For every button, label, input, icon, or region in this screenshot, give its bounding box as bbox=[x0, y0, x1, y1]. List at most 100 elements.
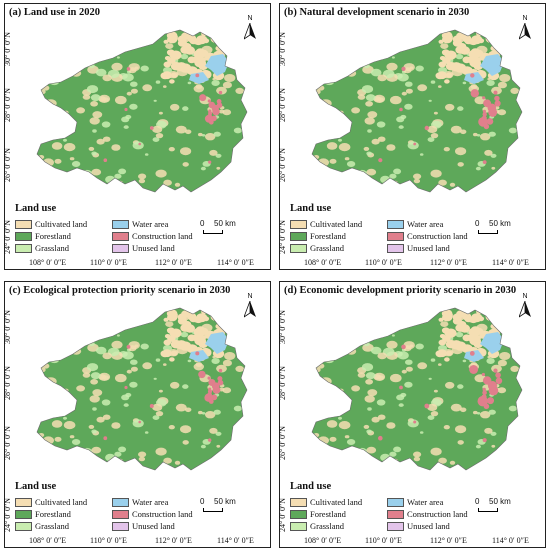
land-patch bbox=[290, 164, 299, 171]
cultivated-patch bbox=[217, 30, 223, 35]
land-patch bbox=[390, 95, 402, 105]
land-patch bbox=[100, 41, 106, 45]
cultivated-patch bbox=[461, 34, 472, 43]
land-patch bbox=[201, 134, 206, 137]
land-patch bbox=[130, 81, 138, 87]
land-patch bbox=[490, 183, 497, 188]
land-patch bbox=[371, 31, 379, 37]
land-patch bbox=[201, 412, 206, 415]
land-patch bbox=[429, 304, 434, 307]
land-patch bbox=[182, 162, 189, 167]
cultivated-patch bbox=[442, 313, 453, 322]
construction-patch bbox=[399, 385, 403, 390]
land-patch bbox=[334, 403, 343, 410]
land-patch bbox=[421, 302, 428, 307]
land-patch bbox=[475, 166, 481, 171]
land-patch bbox=[76, 107, 85, 114]
land-patch bbox=[215, 183, 222, 188]
land-patch bbox=[490, 431, 497, 436]
legend-label: Forestland bbox=[310, 231, 346, 241]
land-patch bbox=[215, 431, 222, 436]
land-cover-layer bbox=[290, 30, 540, 192]
land-patch bbox=[427, 403, 438, 411]
construction-patch bbox=[401, 66, 406, 71]
construction-patch bbox=[487, 381, 498, 391]
land-patch bbox=[419, 153, 424, 156]
land-patch bbox=[484, 149, 493, 156]
land-patch bbox=[105, 175, 116, 184]
land-patch bbox=[144, 431, 149, 434]
land-patch bbox=[245, 338, 247, 342]
land-patch bbox=[340, 462, 345, 466]
land-patch bbox=[129, 103, 138, 110]
land-patch bbox=[70, 169, 83, 178]
land-patch bbox=[519, 162, 522, 168]
lon-tick-label: 112° 0′ 0″E bbox=[430, 536, 467, 545]
land-patch bbox=[216, 444, 221, 448]
land-patch bbox=[313, 445, 322, 451]
cultivated-patch bbox=[445, 339, 457, 349]
lon-tick-label: 110° 0′ 0″E bbox=[365, 258, 402, 267]
land-patch bbox=[417, 84, 428, 92]
land-patch bbox=[231, 188, 236, 191]
construction-patch bbox=[204, 393, 213, 402]
land-patch bbox=[329, 447, 337, 453]
scale-label: 50 km bbox=[489, 219, 511, 228]
land-patch bbox=[123, 125, 129, 129]
land-patch bbox=[231, 466, 236, 469]
land-patch bbox=[58, 179, 70, 187]
land-patch bbox=[94, 302, 100, 306]
land-use-map bbox=[36, 300, 262, 476]
land-patch bbox=[363, 146, 370, 151]
land-patch bbox=[183, 193, 191, 199]
construction-patch bbox=[470, 89, 479, 98]
legend-label: Water area bbox=[132, 497, 169, 507]
land-patch bbox=[365, 94, 376, 102]
land-patch bbox=[91, 429, 97, 434]
land-patch bbox=[367, 129, 372, 133]
land-patch bbox=[115, 373, 127, 383]
construction-patch bbox=[424, 125, 429, 131]
land-patch bbox=[470, 470, 478, 476]
land-patch bbox=[216, 86, 227, 95]
land-patch bbox=[88, 49, 97, 56]
legend-swatch bbox=[15, 231, 32, 241]
land-patch bbox=[195, 470, 203, 476]
land-patch bbox=[262, 194, 265, 196]
north-arrow: N bbox=[242, 15, 258, 41]
land-patch bbox=[211, 300, 218, 305]
land-patch bbox=[534, 126, 540, 133]
land-patch bbox=[64, 57, 76, 65]
land-patch bbox=[321, 167, 332, 175]
land-patch bbox=[182, 440, 189, 445]
cultivated-patch bbox=[437, 308, 444, 311]
land-patch bbox=[37, 400, 39, 408]
cultivated-patch bbox=[446, 350, 453, 356]
lat-tick-label: 24° 0′ 0″N bbox=[278, 497, 287, 532]
land-patch bbox=[158, 27, 161, 29]
land-patch bbox=[331, 39, 343, 48]
land-patch bbox=[253, 384, 262, 390]
land-patch bbox=[115, 95, 127, 105]
land-patch bbox=[490, 153, 497, 158]
land-patch bbox=[497, 450, 504, 455]
land-patch bbox=[69, 397, 75, 402]
legend-swatch bbox=[290, 231, 307, 241]
land-patch bbox=[433, 305, 436, 307]
land-patch bbox=[91, 311, 96, 315]
construction-patch bbox=[149, 404, 154, 408]
legend-swatch bbox=[112, 231, 129, 241]
land-patch bbox=[329, 158, 337, 164]
legend-label: Forestland bbox=[310, 509, 346, 519]
land-patch bbox=[128, 315, 137, 321]
land-patch bbox=[400, 392, 407, 398]
legend-title: Land use bbox=[15, 481, 57, 492]
land-patch bbox=[253, 61, 262, 68]
land-patch bbox=[90, 379, 98, 385]
land-patch bbox=[239, 69, 247, 76]
land-patch bbox=[339, 335, 351, 343]
land-patch bbox=[163, 85, 167, 88]
cultivated-patch bbox=[219, 35, 232, 45]
land-patch bbox=[239, 347, 247, 354]
land-patch bbox=[153, 377, 157, 380]
